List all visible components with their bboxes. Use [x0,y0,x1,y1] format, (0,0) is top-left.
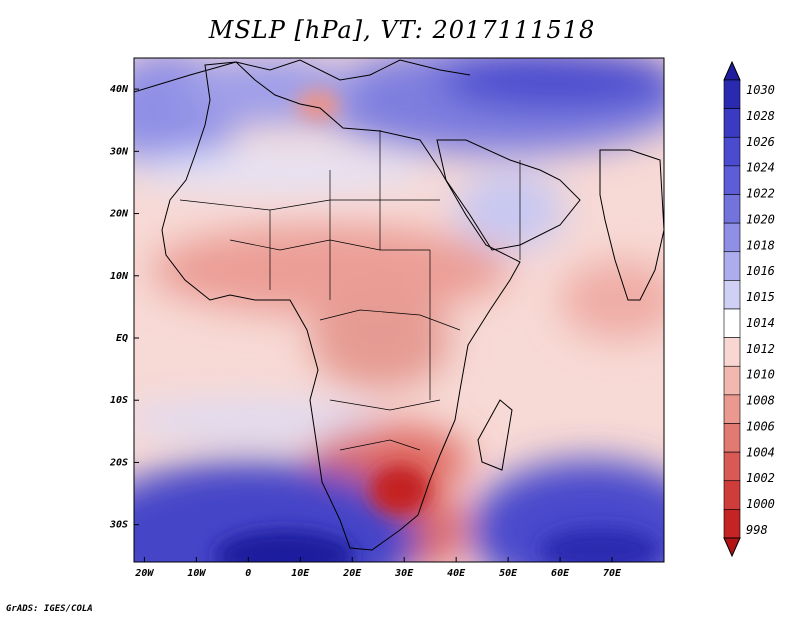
colorbar-label: 1008 [746,394,775,408]
colorbar-swatch [723,165,741,195]
y-axis: 40N 30N 20N 10N EQ 10S 20S 30S [109,84,139,531]
y-tick-label: 30S [109,520,128,531]
arabia-coastline [436,139,581,251]
sahara-pale-band [134,150,430,190]
colorbar-swatch [723,394,741,424]
colorbar-swatch [723,194,741,224]
x-tick-label: 60E [551,568,570,579]
colorbar-label: 1028 [746,109,775,123]
colorbar-swatch [723,222,741,253]
x-axis: 20W 10W 0 10E 20E 30E 40E 50E 60E 70E [134,557,622,579]
x-tick-label: 0 [245,568,251,579]
colorbar-swatch [723,451,741,482]
congo-low [310,290,450,390]
colorbar-label: 1004 [746,445,775,459]
pressure-field [134,58,664,562]
country-borders [179,130,521,451]
colorbar-swatch [723,251,741,281]
colorbar-swatch [723,337,741,367]
x-tick-label: 40E [447,568,466,579]
europe-coastline [134,59,471,93]
map-title: MSLP [hPa], VT: 2017111518 [208,16,596,44]
colorbar-top-arrow [723,60,741,81]
madagascar-coastline [477,399,513,471]
colorbar-swatch [723,509,741,539]
indian-low [560,260,664,340]
colorbar: 1030 1028 1026 1024 1022 1020 1018 1016 1015 1014… [723,60,775,558]
tunisia-low [296,89,340,121]
colorbar-label: 1016 [746,264,775,278]
colorbar-label: 1002 [746,471,775,485]
colorbar-label: 1014 [746,316,775,330]
colorbar-label: 1020 [746,212,775,226]
x-tick-label: 70E [603,568,622,579]
x-tick-label: 50E [499,568,518,579]
colorbar-label: 1030 [746,83,775,97]
red-sea-high [455,170,565,250]
plot-frame [133,57,665,563]
x-tick-label: 20E [342,568,362,579]
colorbar-bottom-arrow [723,537,741,558]
colorbar-swatch [723,480,741,510]
colorbar-swatch [723,365,741,396]
south-indian-high-core [540,528,660,562]
south-atlantic-transition [134,402,380,438]
colorbar-swatch [723,280,741,310]
y-tick-label: 20N [109,209,129,220]
india-coastline [599,149,664,301]
y-tick-label: 40N [110,84,129,95]
x-tick-label: 10W [187,568,206,579]
colorbar-swatch [723,79,741,109]
colorbar-label: 1006 [746,419,775,433]
south-atlantic-high-core [215,530,355,562]
colorbar-label: 1018 [746,238,775,252]
colorbar-swatch [723,308,741,338]
asia-high-core [440,58,664,110]
x-tick-label: 30E [394,568,414,579]
x-tick-label: 10E [291,568,310,579]
grads-credit: GrADS: IGES/COLA [6,604,93,614]
colorbar-label: 1015 [746,290,775,304]
colorbar-label: 1010 [746,368,775,382]
y-tick-label: 10N [110,271,129,282]
colorbar-swatch [723,136,741,167]
y-tick-label: 20S [109,457,128,468]
y-tick-label: EQ [116,333,128,344]
colorbar-label: 1024 [746,161,775,175]
colorbar-label: 1012 [746,342,775,356]
colorbar-label: 998 [746,523,768,537]
colorbar-swatch [723,423,741,453]
colorbar-label: 1022 [746,187,775,201]
colorbar-swatch [723,108,741,138]
x-tick-label: 20W [134,568,154,579]
colorbar-label: 1026 [746,135,775,149]
southern-africa-low-core [370,465,430,515]
y-tick-label: 30N [109,146,129,157]
y-tick-label: 10S [110,395,128,406]
colorbar-label: 1000 [746,497,775,511]
south-atlantic-high [134,460,420,562]
